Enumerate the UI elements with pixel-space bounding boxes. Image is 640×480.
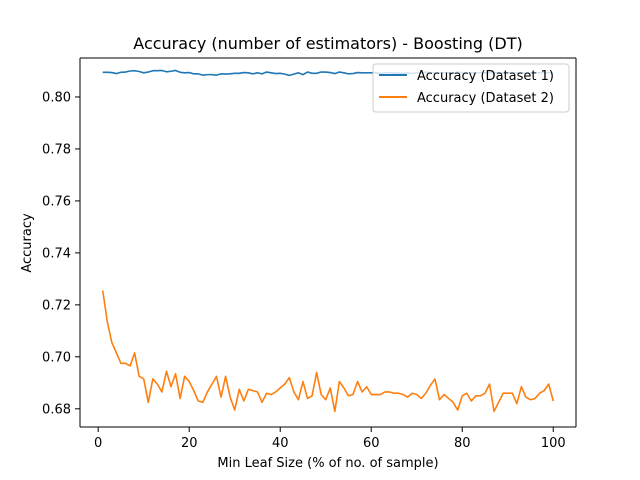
series-line-dataset-2	[101, 290, 555, 413]
x-tick-label: 0	[94, 436, 102, 451]
y-axis-label: Accuracy	[20, 213, 35, 273]
y-tick-label: 0.80	[42, 90, 71, 105]
y-tick-label: 0.68	[42, 402, 71, 417]
x-tick-label: 40	[272, 436, 289, 451]
x-tick-label: 20	[181, 436, 198, 451]
x-axis-ticks: 0 20 40 60 80 100	[94, 427, 566, 451]
y-tick-label: 0.70	[42, 350, 71, 365]
plot-area	[80, 58, 576, 427]
y-tick-label: 0.76	[42, 194, 71, 209]
x-tick-label: 80	[454, 436, 471, 451]
legend-box	[372, 63, 570, 113]
legend-label-dataset-2: Accuracy (Dataset 2)	[417, 91, 554, 106]
x-tick-label: 60	[363, 436, 380, 451]
x-tick-label: 100	[541, 436, 566, 451]
y-tick-label: 0.78	[42, 142, 71, 157]
plot-frame	[79, 57, 577, 428]
legend-label-dataset-1: Accuracy (Dataset 1)	[417, 69, 554, 84]
legend: Accuracy (Dataset 1) Accuracy (Dataset 2…	[372, 63, 570, 113]
x-axis-label: Min Leaf Size (% of no. of sample)	[217, 456, 438, 471]
chart-title: Accuracy (number of estimators) - Boosti…	[133, 34, 522, 53]
y-tick-label: 0.72	[42, 298, 71, 313]
y-tick-label: 0.74	[42, 246, 71, 261]
y-axis-ticks: 0.68 0.70 0.72 0.74 0.76 0.78 0.80	[42, 90, 80, 417]
